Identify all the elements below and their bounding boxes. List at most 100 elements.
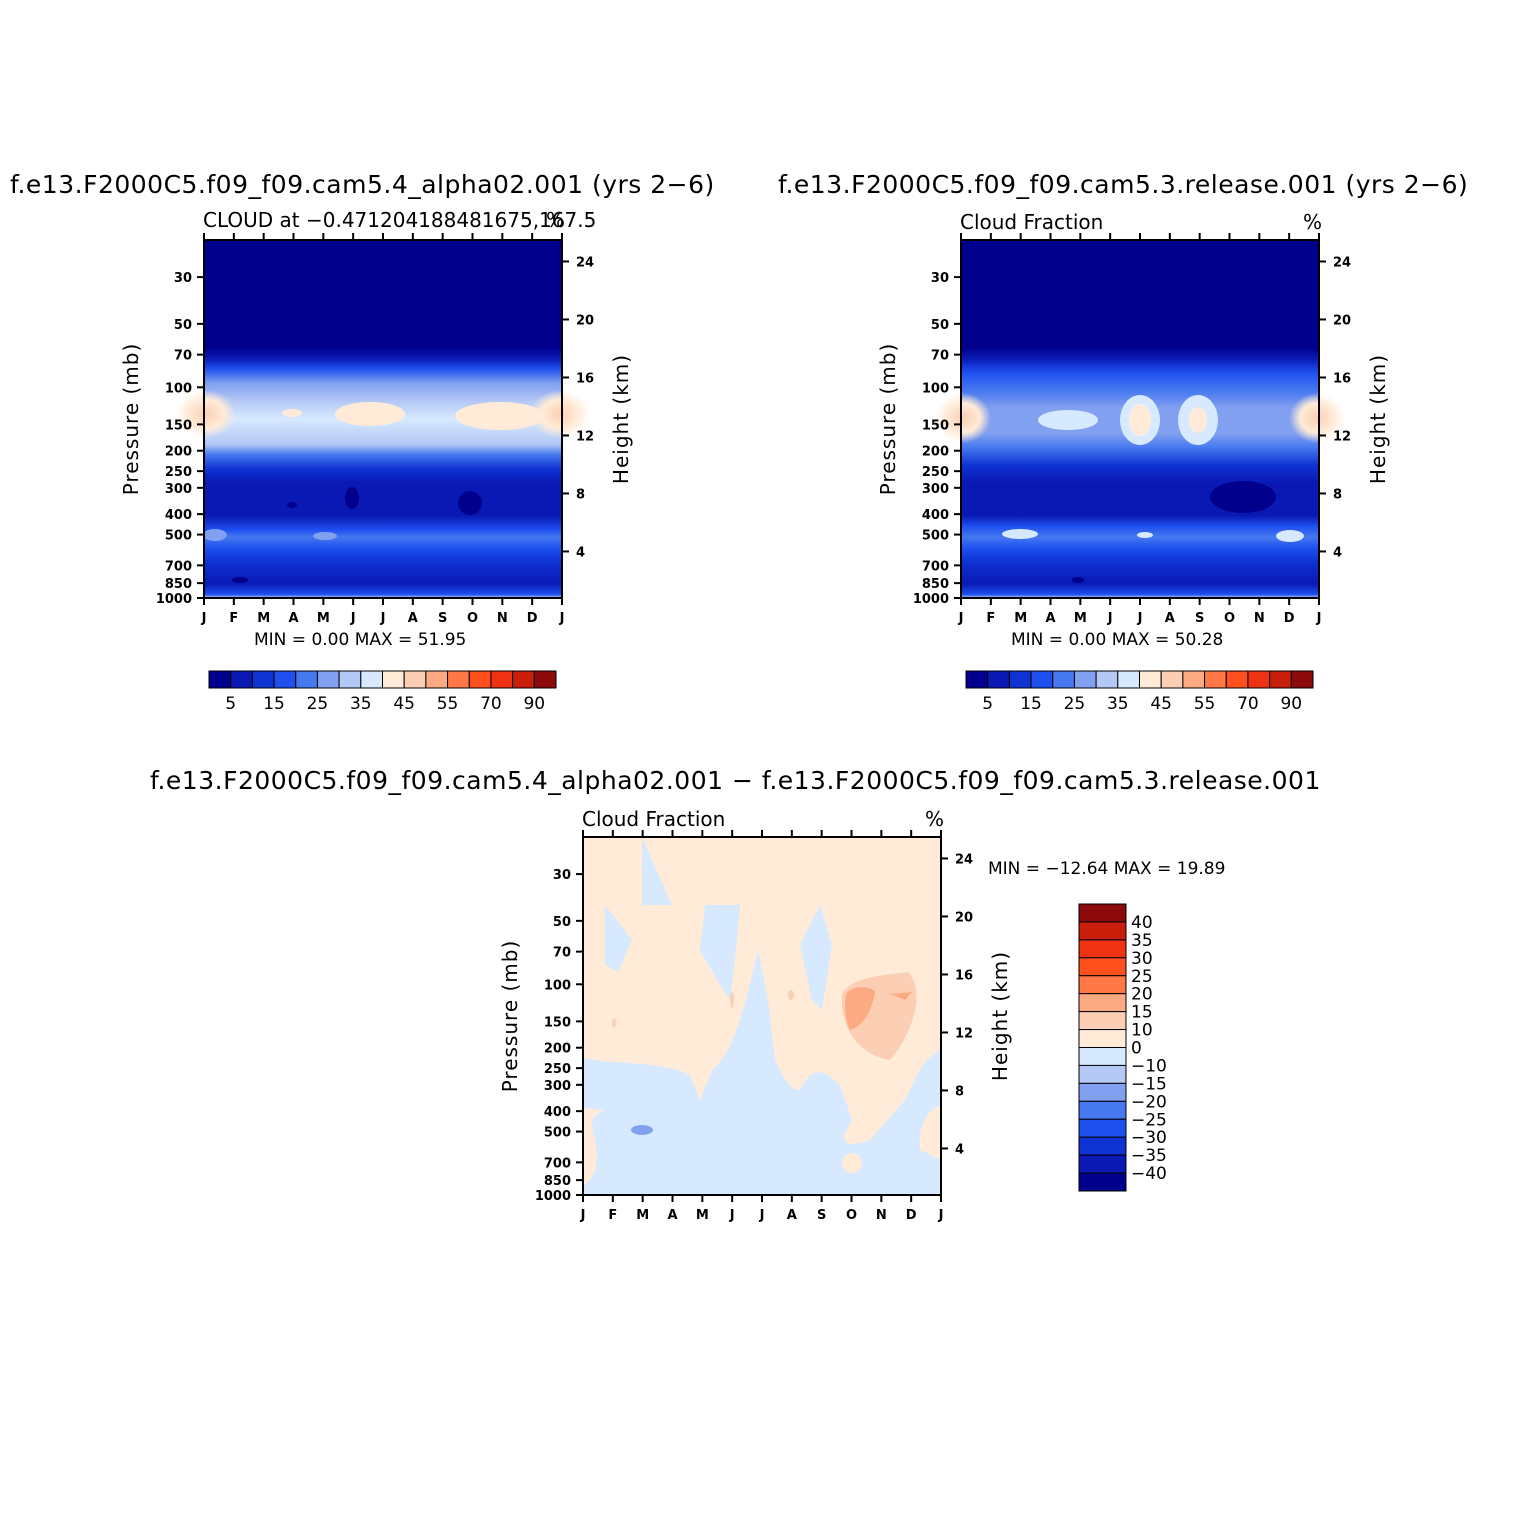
colorbar-cell: [1139, 670, 1162, 689]
colorbar-cell: [338, 670, 362, 689]
colorbar3-cell: [1078, 1118, 1127, 1138]
x-tick-label: F: [229, 611, 238, 626]
colorbar-label: 70: [1237, 694, 1259, 714]
y-right-tick-label: 12: [576, 429, 594, 444]
colorbar3-label: 20: [1131, 985, 1153, 1005]
panel1-peak-right: [530, 390, 590, 438]
colorbar3-label: 40: [1131, 913, 1153, 933]
x-tick-label: A: [288, 611, 298, 626]
panel2-core-apr: [1072, 577, 1084, 583]
x-tick-label: S: [817, 1208, 826, 1223]
colorbar-label: 35: [350, 694, 372, 714]
panel3-neg-lower: [583, 950, 941, 1195]
colorbar3-cell: [1078, 1172, 1127, 1192]
y-right-tick-label: 24: [955, 852, 973, 867]
colorbar-cell: [987, 670, 1010, 689]
panel1-subtitle: CLOUD at −0.471204188481675,167.5: [203, 208, 597, 232]
colorbar-cell: [251, 670, 275, 689]
colorbar3-cell: [1078, 1047, 1127, 1066]
panel3-subtitle: Cloud Fraction: [582, 807, 726, 831]
x-tick-label: D: [1284, 611, 1295, 626]
x-tick-label: M: [1014, 611, 1027, 626]
colorbar3-label: −25: [1131, 1110, 1167, 1130]
panel3-min-max: MIN = −12.64 MAX = 19.89: [988, 859, 1225, 879]
colorbar3-label: −30: [1131, 1128, 1167, 1148]
colorbar-cell: [425, 670, 449, 689]
y-tick-label: 100: [165, 381, 192, 396]
colorbar3-cell: [1078, 1064, 1127, 1084]
y-right-tick-label: 4: [1333, 545, 1342, 560]
colorbar-label: 15: [1020, 694, 1042, 714]
colorbar3-cell: [1078, 1011, 1127, 1031]
y-tick-label: 850: [922, 577, 949, 592]
colorbar-cell: [403, 670, 427, 689]
panel1-peak-left: [176, 390, 236, 438]
colorbar3-label: −35: [1131, 1146, 1167, 1166]
panel3-neg-top-mar: [642, 837, 672, 905]
colorbar-cell: [490, 670, 514, 689]
y-tick-label: 400: [922, 508, 949, 523]
y-axis-label: Pressure (mb): [876, 343, 900, 496]
x-tick-label: J: [1316, 611, 1322, 626]
y-tick-label: 250: [544, 1062, 571, 1077]
panel2-peak-jul: [1129, 404, 1151, 436]
y-tick-label: 100: [922, 381, 949, 396]
colorbar-cell: [468, 670, 492, 689]
panel1-band-nov: [455, 402, 545, 430]
panel3-plot: [582, 836, 942, 1196]
colorbar3-cell: [1078, 975, 1127, 995]
colorbar-cell: [512, 670, 535, 689]
y-tick-label: 30: [553, 868, 571, 883]
colorbar-cell: [1182, 670, 1206, 689]
y-tick-label: 200: [922, 445, 949, 460]
colorbar3-cell: [1078, 1029, 1127, 1048]
y-tick-label: 150: [544, 1015, 571, 1030]
colorbar-cell: [533, 670, 557, 689]
x-tick-label: J: [580, 1208, 586, 1223]
colorbar-label: 45: [393, 694, 415, 714]
panel2-blob-dec: [1276, 530, 1304, 542]
x-tick-label: J: [729, 1208, 735, 1223]
y-tick-label: 400: [165, 508, 192, 523]
panel2-core-oct: [1210, 481, 1276, 513]
y-tick-label: 50: [553, 915, 571, 930]
colorbar-cell: [447, 670, 470, 689]
y-tick-label: 1000: [913, 592, 949, 607]
colorbar-label: 55: [1194, 694, 1216, 714]
y-tick-label: 400: [544, 1105, 571, 1120]
panel1-title: f.e13.F2000C5.f09_f09.cam5.4_alpha02.001…: [10, 170, 715, 199]
y-tick-label: 70: [174, 349, 192, 364]
colorbar3-cell: [1078, 1154, 1127, 1174]
panel1-min-max: MIN = 0.00 MAX = 51.95: [254, 630, 466, 650]
x-tick-label: N: [497, 611, 508, 626]
colorbar-cell: [1008, 670, 1032, 689]
panel1-blob-jan: [203, 529, 227, 541]
panel2-min-max: MIN = 0.00 MAX = 50.28: [1011, 630, 1223, 650]
colorbar-label: 5: [225, 694, 236, 714]
colorbar-cell: [360, 670, 383, 689]
colorbar3-cell: [1078, 1082, 1127, 1102]
y-right-tick-label: 8: [1333, 487, 1342, 502]
colorbar3-label: 30: [1131, 949, 1153, 969]
y-tick-label: 300: [165, 482, 192, 497]
panel2-subtitle: Cloud Fraction: [960, 210, 1104, 234]
y-tick-label: 700: [922, 559, 949, 574]
colorbar3-label: 10: [1131, 1021, 1153, 1041]
colorbar3-label: 15: [1131, 1003, 1153, 1023]
y-tick-label: 500: [165, 529, 192, 544]
panel3-pos-core2: [890, 992, 912, 1000]
panel2-title: f.e13.F2000C5.f09_f09.cam5.3.release.001…: [778, 170, 1469, 199]
colorbar3-label: −15: [1131, 1074, 1167, 1094]
y-right-tick-label: 24: [576, 255, 594, 270]
colorbar3-cell: [1078, 957, 1127, 977]
panel3-neg-sep: [800, 905, 832, 1010]
y-axis-label: Pressure (mb): [498, 940, 522, 1093]
x-tick-label: A: [787, 1208, 797, 1223]
y-tick-label: 200: [165, 445, 192, 460]
panel1-core-oct: [458, 491, 482, 515]
colorbar-cell: [382, 670, 405, 689]
y-tick-label: 30: [174, 271, 192, 286]
panel1-core-jun: [345, 487, 359, 509]
y-right-tick-label: 16: [576, 371, 594, 386]
panel1-band-apr: [282, 409, 302, 417]
